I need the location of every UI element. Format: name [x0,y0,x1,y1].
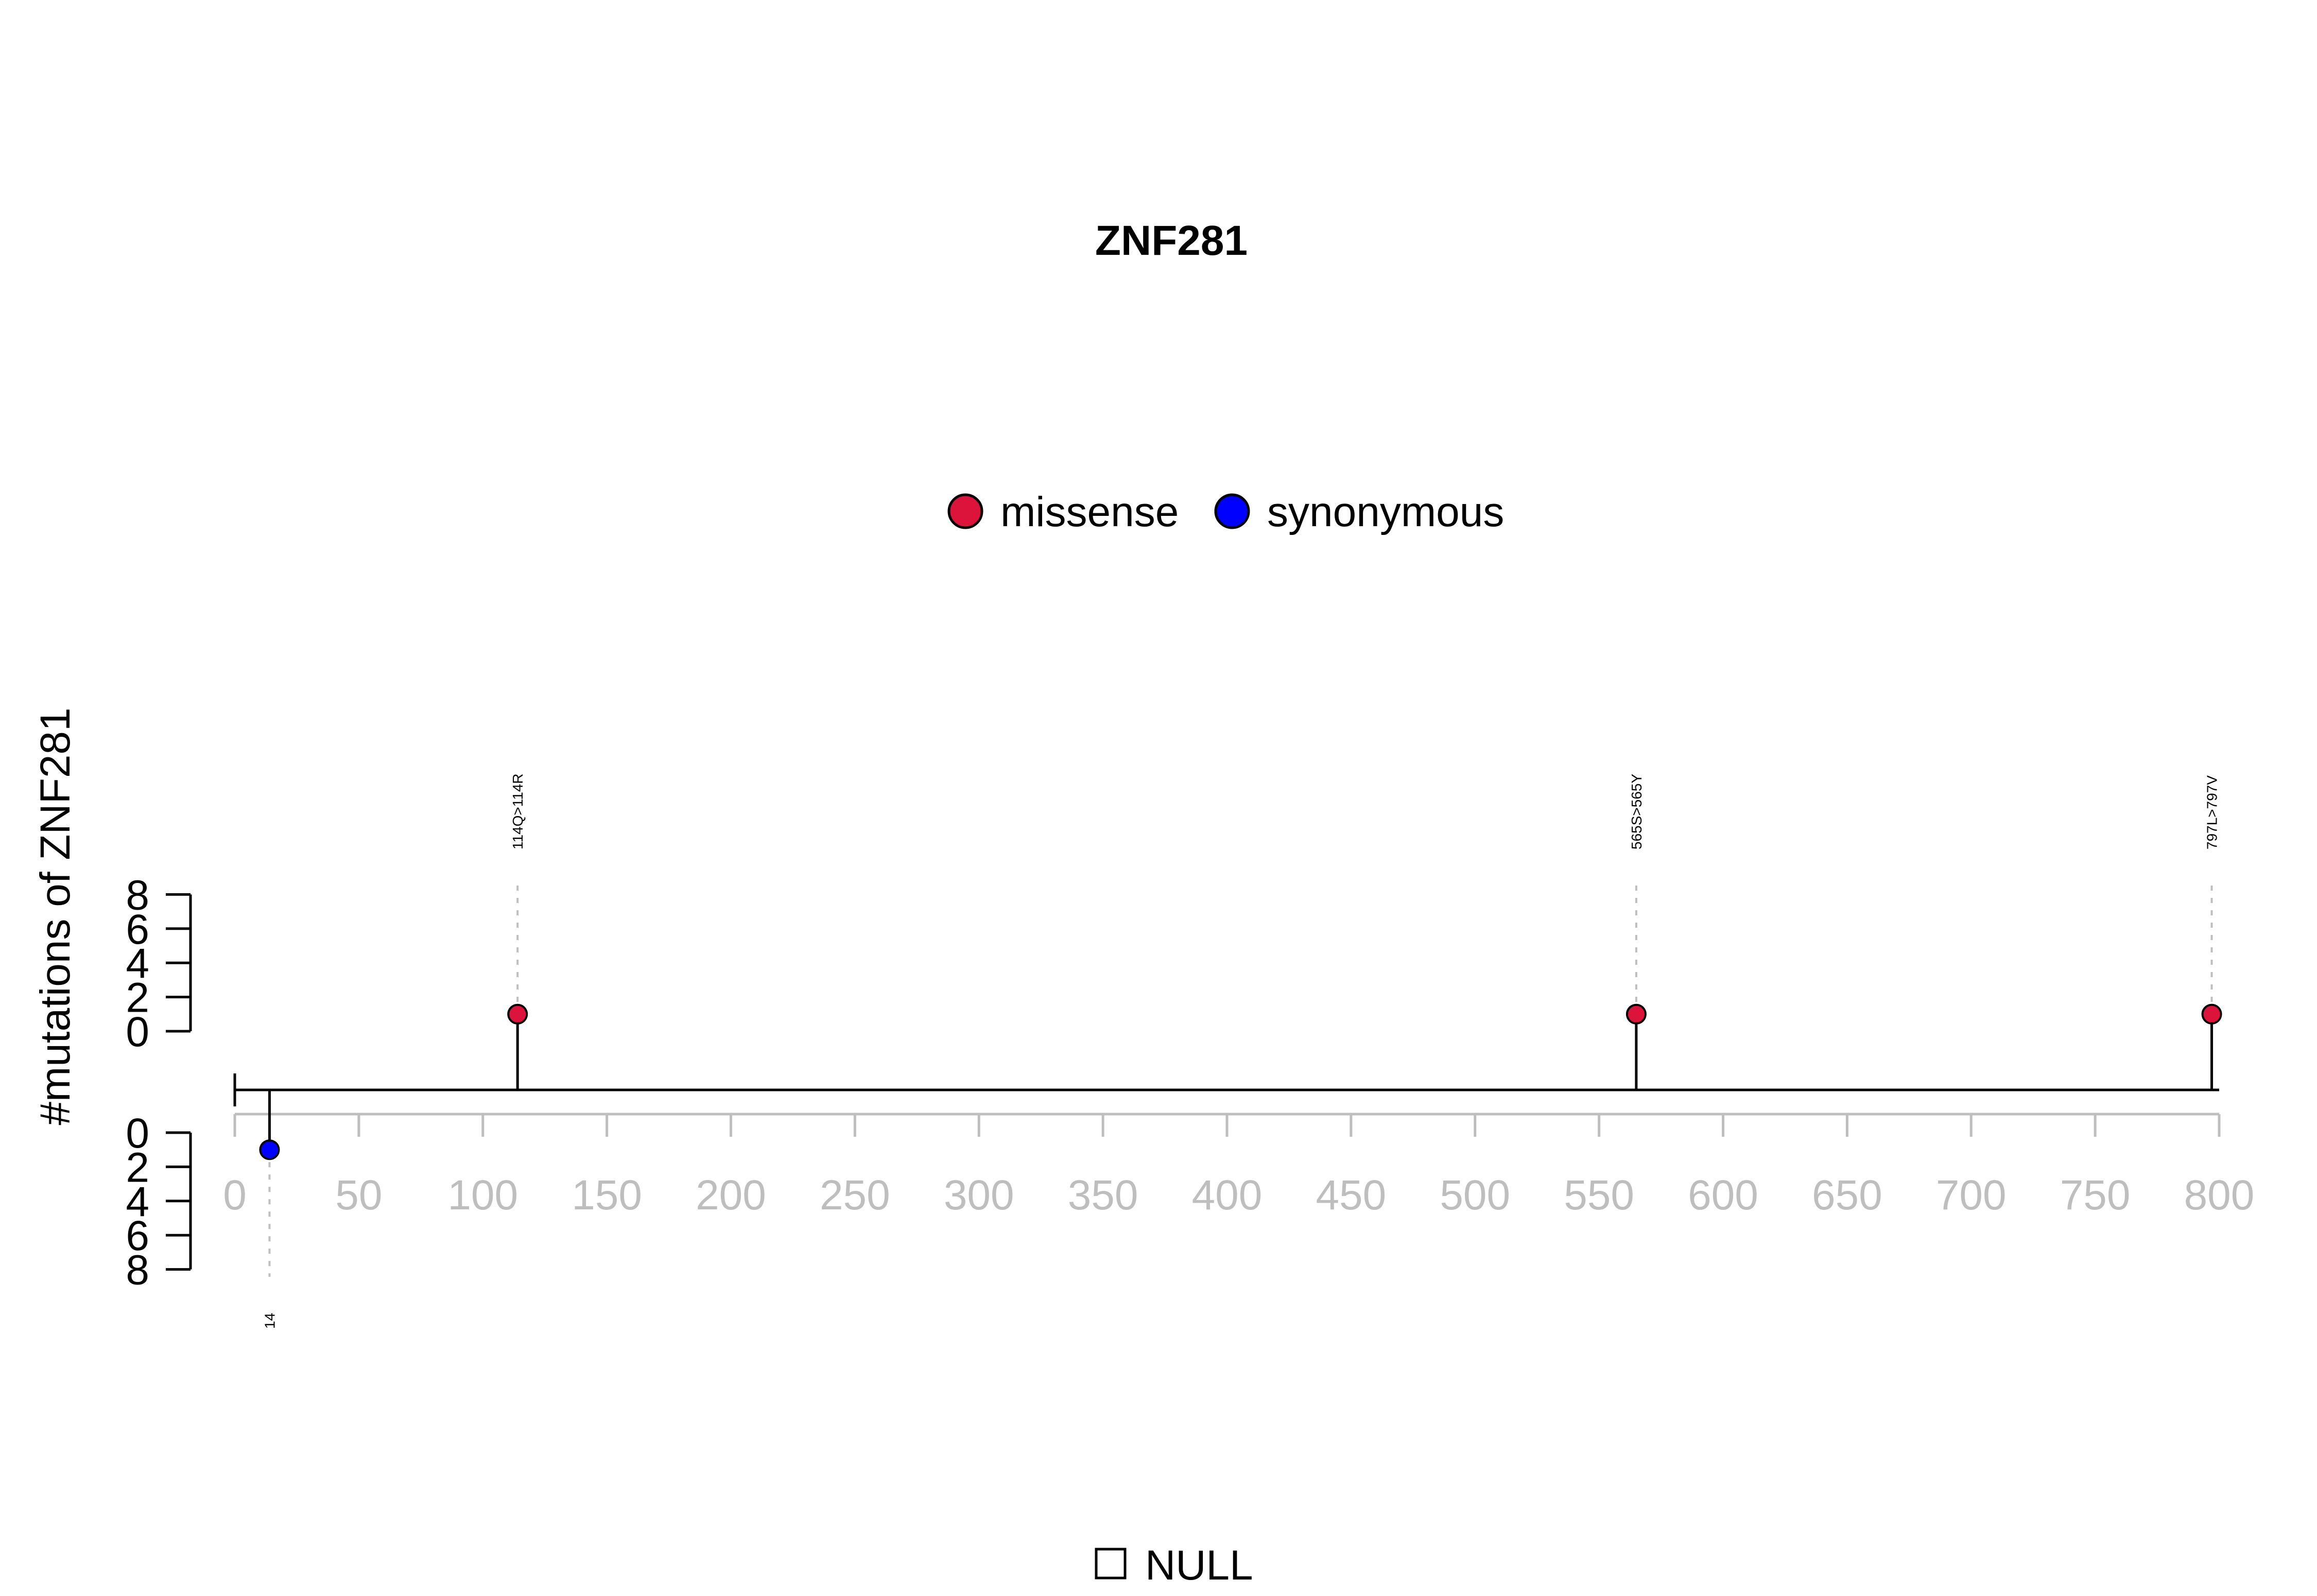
x-axis: 0 50 100 150 200 250 300 350 400 450 500 550 600 650 7… [223,1113,2255,1219]
mutation-14: 14 [259,1090,280,1329]
legend-label-missense: missense [1000,489,1179,535]
y-tick-label-upper-6: 6 [126,906,149,953]
x-tick-label-300: 300 [944,1172,1014,1219]
mutation-label: 565S>565Y [1629,774,1645,849]
x-tick-label-800: 800 [2184,1172,2255,1219]
domain-legend-label: NULL [1145,1542,1253,1589]
x-tick-label-550: 550 [1564,1172,1634,1219]
mutation-point [2201,1003,2222,1025]
mutation-label: 797L>797V [2204,775,2220,849]
legend-label-synonymous: synonymous [1267,489,1504,535]
x-tick-label-200: 200 [696,1172,766,1219]
x-tick-label-600: 600 [1688,1172,1758,1219]
x-tick-label-700: 700 [1936,1172,2007,1219]
x-tick-label-750: 750 [2060,1172,2131,1219]
x-tick-label-100: 100 [447,1172,518,1219]
mutations: 114Q>114R 565S>565Y 797L>797V 14 [259,773,2222,1329]
x-tick-label-350: 350 [1068,1172,1138,1219]
x-tick-label-250: 250 [820,1172,890,1219]
y-tick-label-lower-0: 0 [126,1110,149,1157]
y-tick-label-lower-4: 4 [126,1178,149,1225]
y-tick-label-upper-0: 0 [126,1009,149,1055]
legend-item-synonymous: synonymous [1214,489,1504,535]
mutation-label: 14 [262,1313,278,1329]
x-tick-label-650: 650 [1812,1172,1882,1219]
x-tick-label-150: 150 [572,1172,642,1219]
legend: missense synonymous [947,489,1504,535]
legend-marker-synonymous [1214,493,1250,529]
mutation-point [507,1003,528,1025]
chart-title: ZNF281 [1095,217,1248,264]
mutation-114: 114Q>114R [507,773,528,1090]
legend-item-missense: missense [947,489,1179,535]
x-tick-label-0: 0 [223,1172,247,1219]
x-tick-label-500: 500 [1440,1172,1510,1219]
mutation-565: 565S>565Y [1626,774,1647,1090]
y-tick-label-lower-8: 8 [126,1247,149,1294]
mutation-797: 797L>797V [2201,775,2222,1090]
x-tick-label-450: 450 [1316,1172,1386,1219]
x-tick-label-400: 400 [1192,1172,1263,1219]
y-axis-label: #mutations of ZNF281 [32,707,79,1125]
y-tick-label-lower-6: 6 [126,1212,149,1259]
legend-marker-missense [947,493,983,529]
domain-legend: NULL [1095,1542,1253,1589]
y-tick-label-upper-2: 2 [126,975,149,1021]
mutation-label: 114Q>114R [510,773,526,849]
y-tick-label-lower-2: 2 [126,1144,149,1191]
x-tick-label-50: 50 [335,1172,382,1219]
mutation-point [1626,1003,1647,1025]
mutation-point [259,1139,280,1160]
y-tick-label-upper-8: 8 [126,872,149,918]
domain-legend-swatch [1095,1548,1127,1580]
y-tick-label-upper-4: 4 [126,940,149,987]
